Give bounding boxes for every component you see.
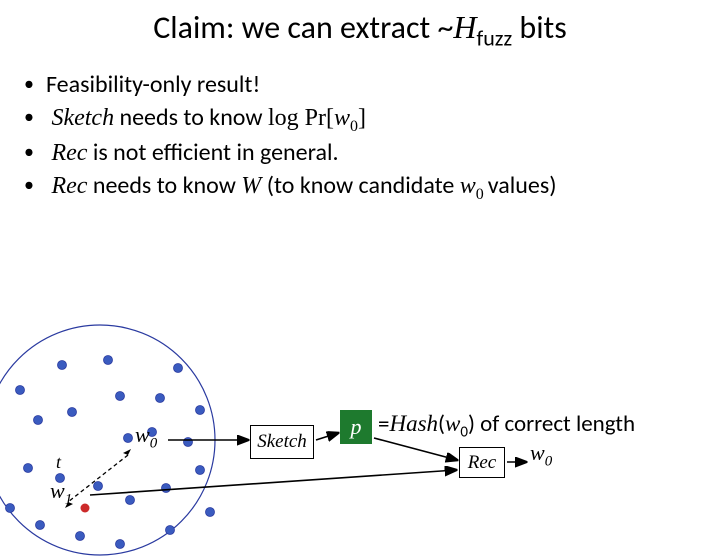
bullet-4: Rec needs to know W (to know candidate w… (26, 170, 720, 205)
diagram-area: w0 t w1 Sketch p Rec =Hash(w0) of correc… (0, 300, 720, 540)
title-H: H (453, 9, 476, 45)
bullet-3: Rec is not efficient in general. (26, 137, 720, 169)
slide-title: Claim: we can extract ~Hfuzz bits (0, 0, 720, 51)
bullet-list: Feasibility-only result! Sketch needs to… (26, 69, 720, 205)
arrows-svg (0, 300, 720, 540)
bullet-2: Sketch needs to know log Pr[w0] (26, 102, 720, 137)
bullet-1: Feasibility-only result! (26, 69, 720, 101)
title-sub: fuzz (477, 24, 513, 51)
title-suffix: bits (512, 8, 567, 47)
title-prefix: Claim: we can extract ~ (153, 8, 453, 47)
